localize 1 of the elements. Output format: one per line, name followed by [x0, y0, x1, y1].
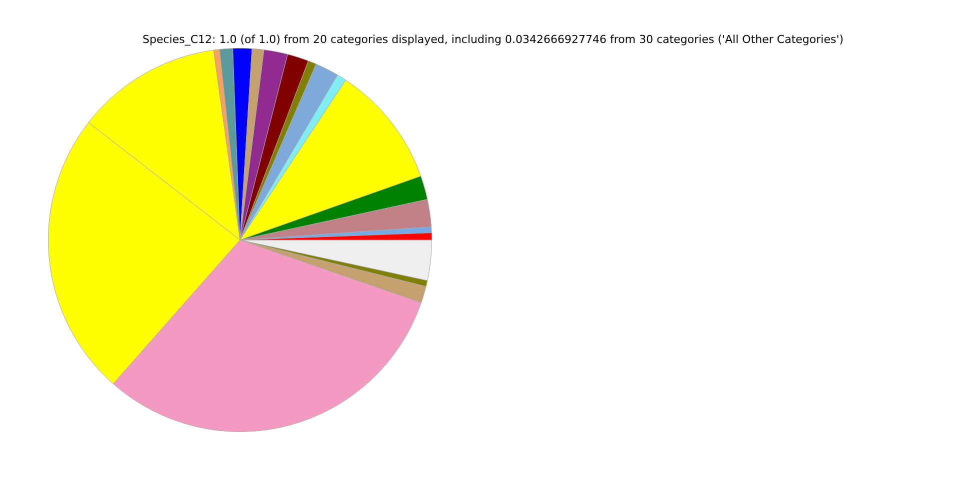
text: Species_C12: 1.0 (of 1.0) from 20 categories displayed, including 0.0342666927746 from 30 categories ('All Other Categories'): [141, 33, 845, 46]
